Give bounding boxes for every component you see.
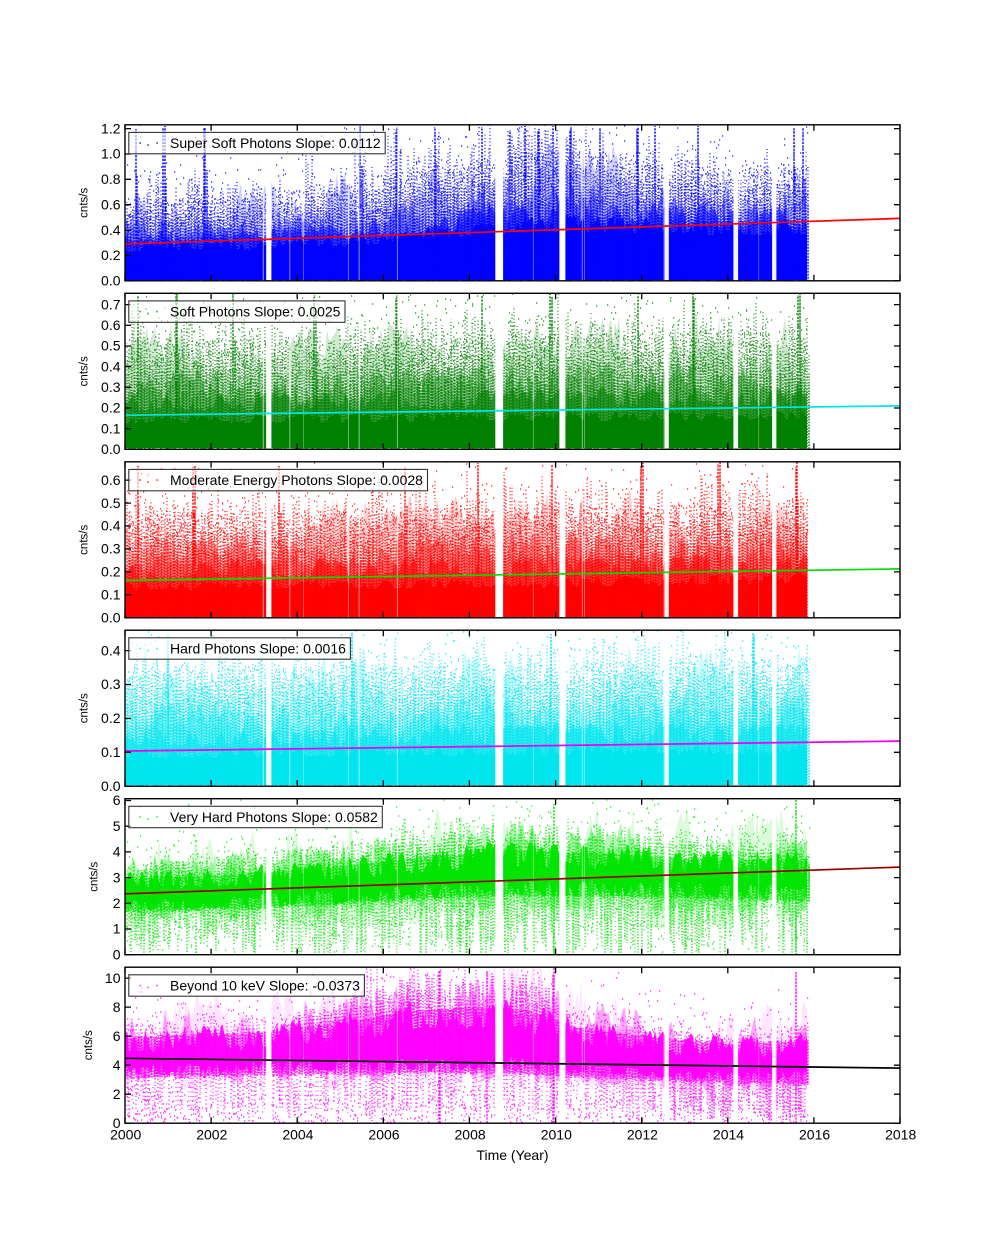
svg-text:0.0: 0.0: [101, 610, 121, 626]
svg-text:0.4: 0.4: [101, 358, 121, 374]
svg-text:2002: 2002: [196, 1126, 227, 1142]
svg-text:0.0: 0.0: [101, 273, 121, 289]
svg-text:4: 4: [113, 844, 121, 860]
svg-text:0.4: 0.4: [101, 642, 121, 658]
svg-text:10: 10: [105, 970, 121, 986]
svg-text:5: 5: [113, 818, 121, 834]
svg-text:0.4: 0.4: [101, 222, 121, 238]
svg-text:1.2: 1.2: [101, 120, 121, 136]
svg-text:6: 6: [113, 792, 121, 808]
svg-text:cnts/s: cnts/s: [78, 525, 90, 555]
svg-text:0.5: 0.5: [101, 338, 121, 354]
svg-text:0.6: 0.6: [101, 472, 121, 488]
svg-text:Soft Photons Slope: 0.0025: Soft Photons Slope: 0.0025: [170, 304, 341, 320]
svg-text:0.1: 0.1: [101, 587, 121, 603]
svg-text:2016: 2016: [799, 1126, 830, 1142]
svg-text:0.1: 0.1: [101, 744, 121, 760]
svg-text:2004: 2004: [282, 1126, 313, 1142]
svg-text:6: 6: [113, 1028, 121, 1044]
svg-text:0.7: 0.7: [101, 296, 121, 312]
svg-text:2: 2: [113, 1086, 121, 1102]
svg-text:Time (Year): Time (Year): [476, 1147, 548, 1163]
svg-text:0.6: 0.6: [101, 317, 121, 333]
svg-text:2006: 2006: [368, 1126, 399, 1142]
svg-text:cnts/s: cnts/s: [83, 1030, 95, 1060]
svg-text:0.2: 0.2: [101, 710, 121, 726]
svg-text:0.0: 0.0: [101, 441, 121, 457]
svg-text:0.2: 0.2: [101, 247, 121, 263]
svg-text:0.5: 0.5: [101, 495, 121, 511]
svg-text:2018: 2018: [885, 1126, 916, 1142]
svg-text:Moderate Energy Photons Slope:: Moderate Energy Photons Slope: 0.0028: [170, 472, 423, 488]
svg-text:cnts/s: cnts/s: [78, 693, 90, 723]
svg-text:Super Soft Photons Slope: 0.01: Super Soft Photons Slope: 0.0112: [170, 135, 381, 151]
svg-text:0: 0: [113, 1115, 121, 1131]
svg-text:0.3: 0.3: [101, 676, 121, 692]
svg-text:0.2: 0.2: [101, 564, 121, 580]
svg-text:2010: 2010: [541, 1126, 572, 1142]
svg-text:0: 0: [113, 946, 121, 962]
svg-text:0.1: 0.1: [101, 420, 121, 436]
svg-text:2008: 2008: [455, 1126, 486, 1142]
svg-text:0.8: 0.8: [101, 171, 121, 187]
svg-text:1: 1: [113, 921, 121, 937]
svg-text:0.0: 0.0: [101, 778, 121, 794]
svg-text:cnts/s: cnts/s: [78, 356, 90, 386]
svg-text:Beyond 10 keV Slope: -0.0373: Beyond 10 keV Slope: -0.0373: [170, 978, 360, 994]
svg-text:0.6: 0.6: [101, 196, 121, 212]
svg-text:cnts/s: cnts/s: [88, 861, 100, 891]
svg-text:0.2: 0.2: [101, 400, 121, 416]
svg-text:2000: 2000: [110, 1126, 141, 1142]
svg-text:cnts/s: cnts/s: [78, 188, 90, 218]
svg-text:4: 4: [113, 1057, 121, 1073]
svg-text:0.3: 0.3: [101, 541, 121, 557]
svg-text:3: 3: [113, 869, 121, 885]
svg-text:2014: 2014: [713, 1126, 744, 1142]
svg-text:Very Hard Photons Slope: 0.058: Very Hard Photons Slope: 0.0582: [170, 809, 378, 825]
svg-text:2: 2: [113, 895, 121, 911]
svg-text:8: 8: [113, 999, 121, 1015]
svg-text:2012: 2012: [627, 1126, 658, 1142]
svg-text:1.0: 1.0: [101, 146, 121, 162]
svg-text:0.3: 0.3: [101, 379, 121, 395]
svg-text:0.4: 0.4: [101, 518, 121, 534]
svg-text:Hard Photons Slope: 0.0016: Hard Photons Slope: 0.0016: [170, 641, 346, 657]
